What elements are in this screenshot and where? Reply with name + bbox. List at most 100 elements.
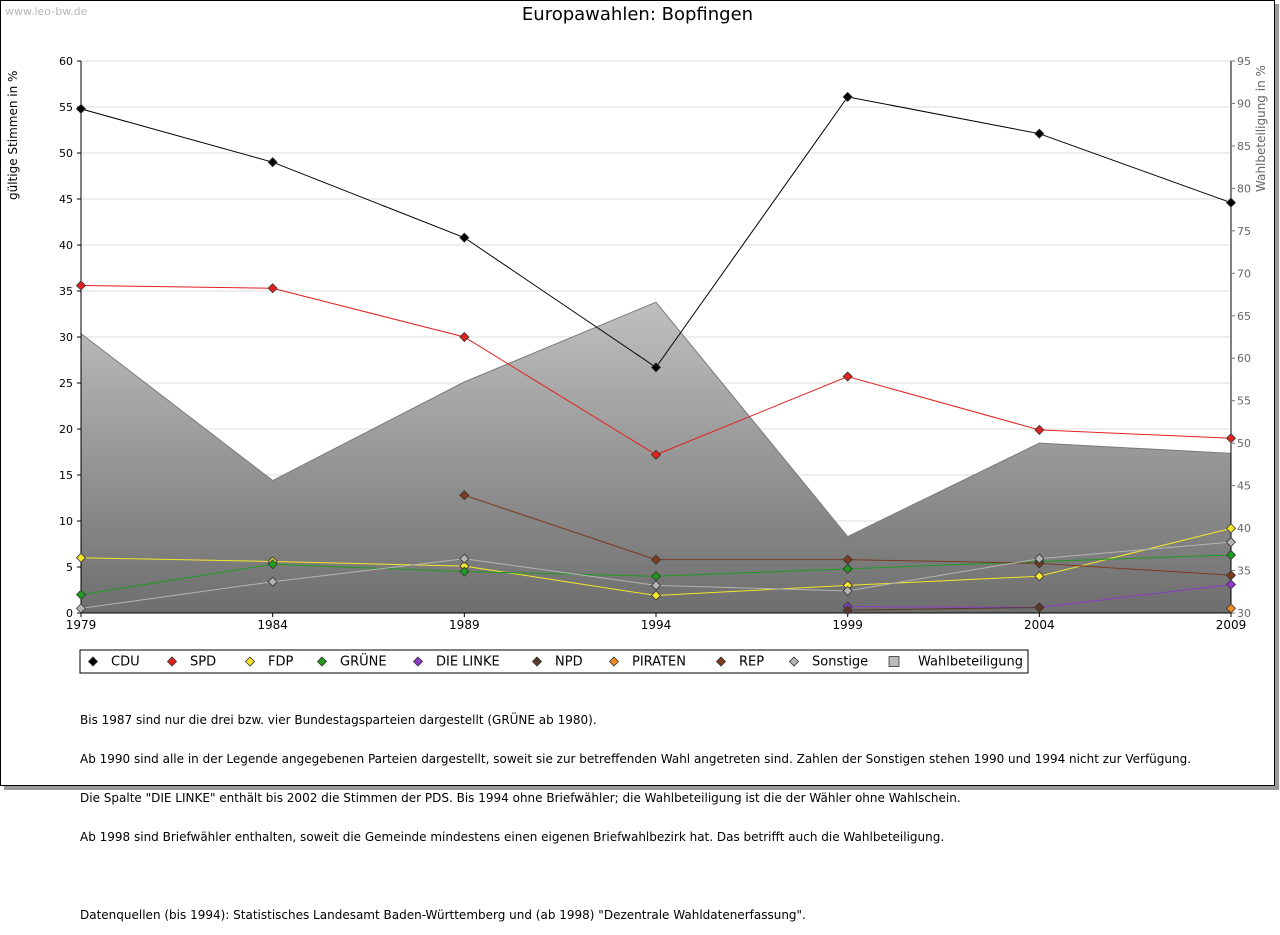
x-tick-label: 1989 — [449, 618, 480, 632]
y-tick-label: 60 — [59, 55, 73, 68]
x-tick-label: 1999 — [832, 618, 863, 632]
data-point — [650, 449, 662, 460]
legend-marker — [531, 656, 543, 667]
legend-marker — [715, 656, 727, 667]
y-tick-label: 20 — [59, 423, 73, 436]
note-line: Bis 1987 sind nur die drei bzw. vier Bun… — [80, 713, 597, 727]
legend-marker — [87, 656, 99, 667]
legend-marker — [608, 656, 620, 667]
data-point — [650, 590, 662, 601]
legend-label: SPD — [190, 655, 216, 670]
note-line: Die Spalte "DIE LINKE" enthält bis 2002 … — [80, 791, 961, 805]
legend-box — [79, 649, 1029, 674]
y-tick-label: 50 — [59, 147, 73, 160]
y2-tick-label: 65 — [1237, 310, 1251, 323]
data-point — [1225, 570, 1237, 581]
data-point — [75, 552, 87, 563]
legend-label: FDP — [268, 655, 293, 670]
y-tick-label: 25 — [59, 377, 73, 390]
y-tick-label: 5 — [66, 561, 73, 574]
note-line: Ab 1990 sind alle in der Legende angegeb… — [80, 752, 1192, 766]
legend-marker — [166, 656, 178, 667]
legend-label: PIRATEN — [632, 655, 686, 670]
x-tick-label: 2004 — [1024, 618, 1055, 632]
data-point — [1225, 603, 1237, 614]
note-line — [80, 870, 1191, 883]
legend-label: CDU — [111, 655, 140, 670]
watermark: www.leo-bw.de — [5, 5, 88, 18]
series-line — [847, 606, 1040, 611]
chart-title: Europawahlen: Bopfingen — [521, 4, 754, 25]
legend-label: NPD — [555, 655, 583, 670]
data-point — [1225, 537, 1237, 548]
note-line: Ab 1998 sind Briefwähler enthalten, sowe… — [80, 830, 945, 844]
data-point — [459, 490, 470, 501]
data-point — [842, 605, 853, 616]
data-point — [650, 362, 662, 373]
data-point — [1034, 571, 1045, 582]
note-line: Datenquellen (bis 1994): Statistisches L… — [80, 908, 806, 922]
data-point — [75, 280, 87, 291]
y-tick-label: 55 — [59, 101, 73, 114]
legend-label: Wahlbeteiligung — [918, 655, 1023, 670]
data-point — [459, 232, 470, 243]
y-tick-label: 40 — [59, 239, 73, 252]
data-point — [459, 553, 470, 564]
y-axis-title: gültige Stimmen in % — [6, 71, 20, 200]
data-point — [267, 576, 278, 587]
data-point — [842, 91, 853, 102]
chart-svg: 0 5 10 15 20 25 30 35 40 45 50 55 60 30 35 40 45 50 55 60 65… — [6, 55, 1268, 674]
data-point — [1225, 579, 1237, 590]
y-tick-label: 15 — [59, 469, 73, 482]
x-tick-label: 1994 — [641, 618, 672, 632]
data-point — [1034, 128, 1045, 139]
data-point — [1225, 549, 1237, 561]
y2-tick-label: 95 — [1237, 55, 1251, 68]
data-point — [842, 563, 853, 574]
legend-marker — [412, 656, 424, 667]
legend-marker — [244, 656, 256, 667]
data-point — [75, 589, 87, 600]
y2-tick-label: 30 — [1237, 607, 1251, 620]
data-point — [459, 331, 470, 343]
data-point — [842, 585, 853, 596]
y2-tick-label: 85 — [1237, 140, 1251, 153]
y2-tick-label: 70 — [1237, 267, 1251, 280]
y2-tick-label: 45 — [1237, 480, 1251, 493]
y-tick-label: 30 — [59, 331, 73, 344]
y2-tick-label: 50 — [1237, 437, 1251, 450]
data-point — [267, 283, 278, 294]
data-point — [75, 103, 87, 114]
y-tick-label: 0 — [66, 607, 73, 620]
data-point — [267, 157, 278, 168]
y2-axis-title: Wahlbeteiligung in % — [1254, 65, 1268, 192]
y2-tick-label: 40 — [1237, 522, 1251, 535]
legend-label: REP — [739, 655, 764, 670]
x-tick-label: 2009 — [1216, 618, 1247, 632]
legend-marker — [788, 656, 800, 667]
y-tick-label: 10 — [59, 515, 73, 528]
data-point — [75, 603, 87, 614]
legend-marker — [316, 656, 328, 667]
data-point — [1225, 523, 1237, 534]
data-point — [459, 566, 470, 577]
y-tick-label: 35 — [59, 285, 73, 298]
data-point — [1034, 602, 1045, 613]
notes: Bis 1987 sind nur die drei bzw. vier Bun… — [80, 688, 1191, 935]
data-point — [842, 554, 853, 565]
legend-label: DIE LINKE — [436, 655, 500, 670]
data-point — [1225, 433, 1237, 444]
legend-label: GRÜNE — [340, 653, 387, 670]
y2-tick-label: 80 — [1237, 182, 1251, 195]
data-point — [650, 554, 662, 565]
x-tick-label: 1984 — [257, 618, 288, 632]
data-point — [267, 559, 278, 570]
y2-tick-label: 55 — [1237, 395, 1251, 408]
y2-tick-label: 35 — [1237, 565, 1251, 578]
y2-tick-label: 90 — [1237, 97, 1251, 110]
x-tick-label: 1979 — [66, 618, 97, 632]
legend-marker — [888, 656, 900, 667]
data-point — [842, 371, 853, 382]
legend-label: Sonstige — [812, 655, 868, 670]
data-point — [1034, 424, 1045, 435]
